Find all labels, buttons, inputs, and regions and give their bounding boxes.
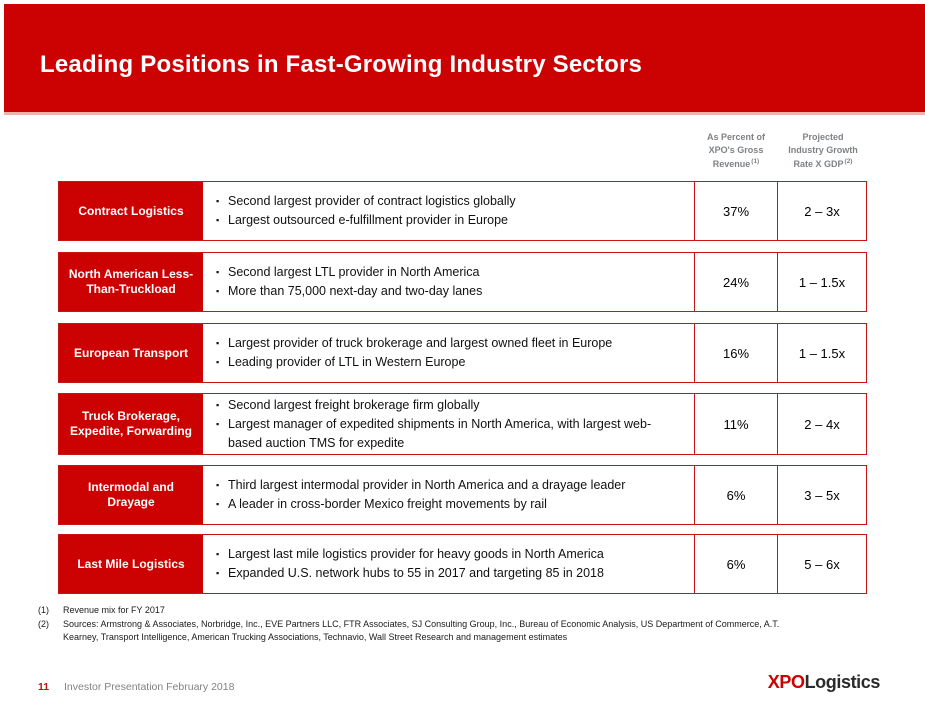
growth-value: 1 – 1.5x bbox=[777, 253, 866, 311]
page-title: Leading Positions in Fast-Growing Indust… bbox=[40, 51, 643, 78]
bullet-item: Largest manager of expedited shipments i… bbox=[216, 415, 684, 453]
footnote-2: (2) Sources: Armstrong & Associates, Nor… bbox=[38, 618, 828, 645]
footnote-ref-1: (1) bbox=[751, 158, 760, 165]
table-row: European Transport Largest provider of t… bbox=[58, 323, 867, 383]
sector-label: North American Less-Than-Truckload bbox=[59, 253, 203, 311]
footnote-text: Sources: Armstrong & Associates, Norbrid… bbox=[63, 618, 780, 643]
title-banner: Leading Positions in Fast-Growing Indust… bbox=[4, 4, 925, 115]
bullet-item: Second largest provider of contract logi… bbox=[216, 192, 684, 211]
sector-label: Intermodal and Drayage bbox=[59, 466, 203, 524]
percent-value: 11% bbox=[694, 394, 777, 454]
bullet-item: More than 75,000 next-day and two-day la… bbox=[216, 282, 684, 301]
percent-value: 37% bbox=[694, 182, 777, 240]
bullet-item: Expanded U.S. network hubs to 55 in 2017… bbox=[216, 564, 684, 583]
table-row: Last Mile Logistics Largest last mile lo… bbox=[58, 534, 867, 594]
growth-value: 3 – 5x bbox=[777, 466, 866, 524]
column-header-line: Projected bbox=[802, 132, 844, 142]
column-header-percent-revenue: As Percent of XPO's Gross Revenue(1) bbox=[694, 131, 778, 171]
footnote-ref-2: (2) bbox=[844, 158, 853, 165]
column-header-line-text: Rate X GDP bbox=[793, 159, 844, 169]
column-header-line: Industry Growth bbox=[788, 144, 858, 155]
bullet-item: Third largest intermodal provider in Nor… bbox=[216, 476, 684, 495]
growth-value: 5 – 6x bbox=[777, 535, 866, 593]
column-header-line: Rate X GDP(2) bbox=[781, 156, 865, 171]
bullet-item: A leader in cross-border Mexico freight … bbox=[216, 495, 684, 514]
table-row: Intermodal and Drayage Third largest int… bbox=[58, 465, 867, 525]
bullet-item: Second largest LTL provider in North Ame… bbox=[216, 263, 684, 282]
table-row: North American Less-Than-Truckload Secon… bbox=[58, 252, 867, 312]
footer-label: Investor Presentation February 2018 bbox=[64, 681, 235, 693]
sector-highlights: Second largest freight brokerage firm gl… bbox=[203, 394, 694, 454]
column-header-growth-rate: Projected Industry Growth Rate X GDP(2) bbox=[781, 131, 865, 171]
logo-xpo-text: XPO bbox=[767, 672, 805, 692]
bullet-item: Largest outsourced e-fulfillment provide… bbox=[216, 211, 684, 230]
table-row: Contract Logistics Second largest provid… bbox=[58, 181, 867, 241]
sector-highlights: Third largest intermodal provider in Nor… bbox=[203, 466, 694, 524]
bullet-item: Largest provider of truck brokerage and … bbox=[216, 334, 684, 353]
column-header-line: Revenue(1) bbox=[694, 156, 778, 171]
percent-value: 24% bbox=[694, 253, 777, 311]
sector-label: European Transport bbox=[59, 324, 203, 382]
sector-highlights: Largest last mile logistics provider for… bbox=[203, 535, 694, 593]
percent-value: 6% bbox=[694, 535, 777, 593]
sector-highlights: Largest provider of truck brokerage and … bbox=[203, 324, 694, 382]
column-header-line-text: Revenue bbox=[712, 159, 751, 169]
column-header-line: XPO's Gross bbox=[708, 144, 764, 155]
sector-label: Truck Brokerage, Expedite, Forwarding bbox=[59, 394, 203, 454]
xpo-logistics-logo: XPOLogistics bbox=[767, 672, 881, 693]
growth-value: 2 – 4x bbox=[777, 394, 866, 454]
footnote-text: Revenue mix for FY 2017 bbox=[63, 605, 165, 615]
growth-value: 2 – 3x bbox=[777, 182, 866, 240]
growth-value: 1 – 1.5x bbox=[777, 324, 866, 382]
footnote-number: (2) bbox=[38, 618, 49, 629]
footnote-1: (1) Revenue mix for FY 2017 bbox=[38, 604, 828, 618]
sector-label: Last Mile Logistics bbox=[59, 535, 203, 593]
bullet-item: Second largest freight brokerage firm gl… bbox=[216, 396, 684, 415]
page-number: 11 bbox=[38, 681, 50, 693]
footnote-number: (1) bbox=[38, 605, 49, 615]
logo-logistics-text: Logistics bbox=[804, 672, 881, 692]
sector-highlights: Second largest LTL provider in North Ame… bbox=[203, 253, 694, 311]
percent-value: 16% bbox=[694, 324, 777, 382]
bullet-item: Largest last mile logistics provider for… bbox=[216, 545, 684, 564]
percent-value: 6% bbox=[694, 466, 777, 524]
table-row: Truck Brokerage, Expedite, Forwarding Se… bbox=[58, 393, 867, 455]
bullet-item: Leading provider of LTL in Western Europ… bbox=[216, 353, 684, 372]
sector-highlights: Second largest provider of contract logi… bbox=[203, 182, 694, 240]
footnotes: (1) Revenue mix for FY 2017 (2) Sources:… bbox=[38, 604, 828, 645]
sector-label: Contract Logistics bbox=[59, 182, 203, 240]
column-header-line: As Percent of bbox=[706, 132, 766, 142]
